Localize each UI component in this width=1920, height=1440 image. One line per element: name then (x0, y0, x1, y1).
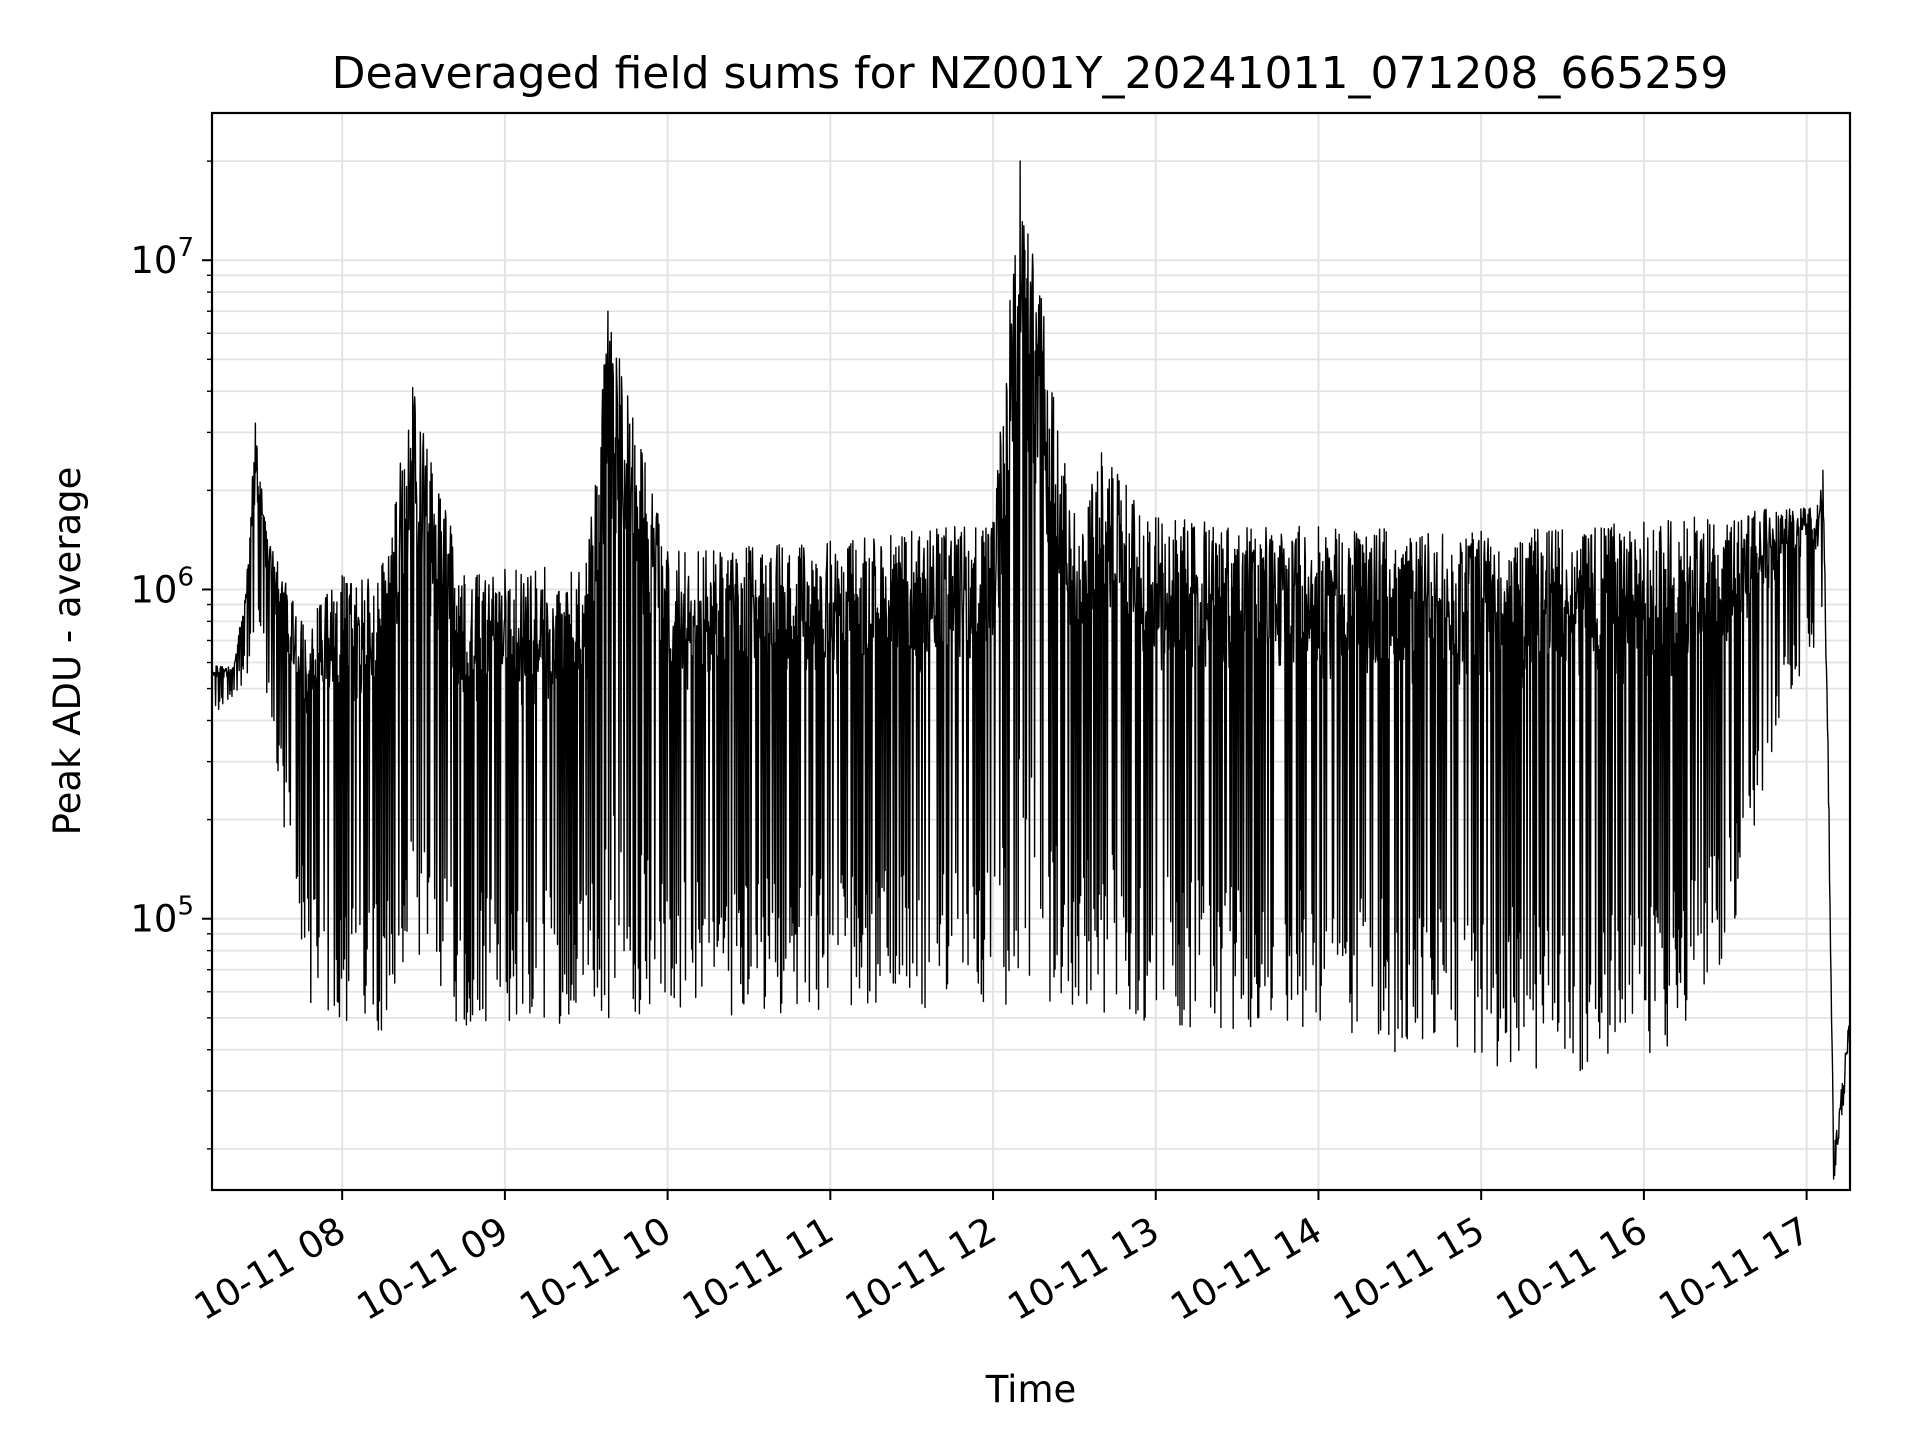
series-group (211, 160, 1851, 1180)
series-line (211, 160, 1851, 1180)
y-tick-label: 106 (130, 562, 194, 611)
y-tick-label: 105 (130, 892, 194, 941)
y-axis-label: Peak ADU - average (46, 467, 89, 836)
plot-frame (210, 111, 1852, 1192)
chart-title: Deaveraged field sums for NZ001Y_2024101… (332, 48, 1729, 99)
y-tick-label: 107 (130, 233, 194, 282)
x-axis-label: Time (985, 1368, 1077, 1411)
